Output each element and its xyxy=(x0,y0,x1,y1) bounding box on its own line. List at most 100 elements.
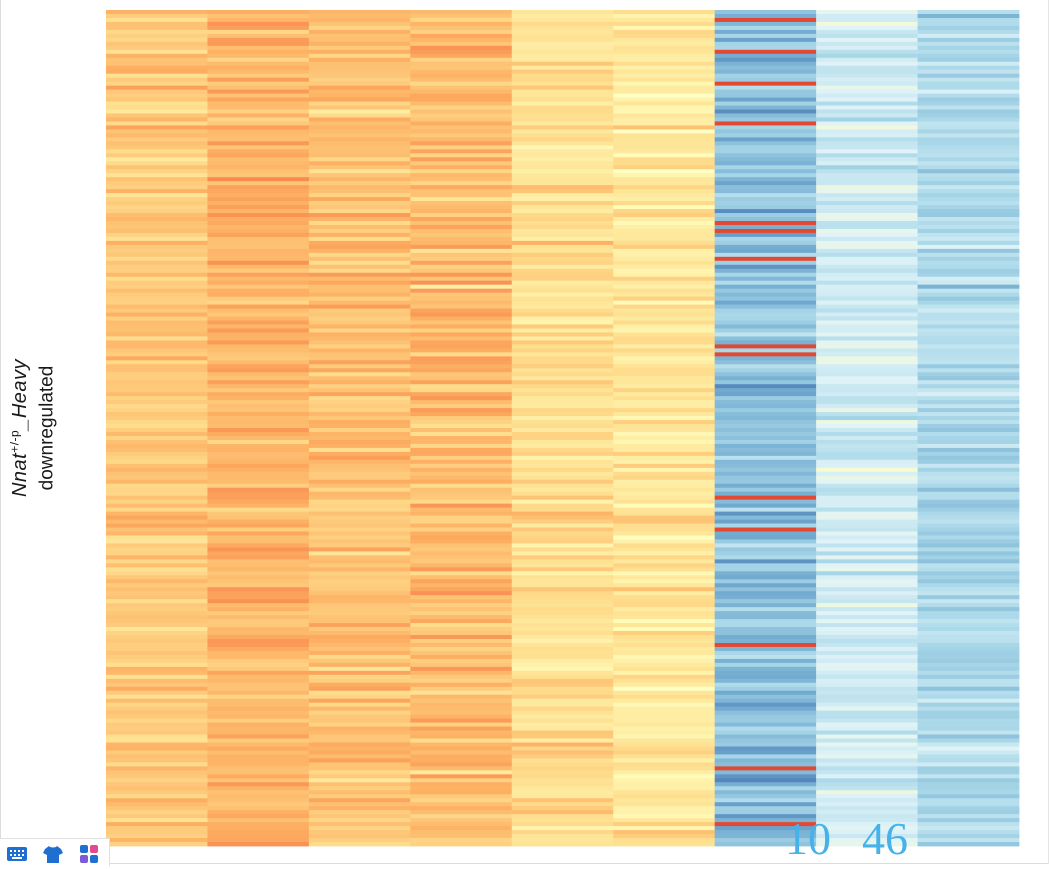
heatmap-cell xyxy=(816,623,918,628)
heatmap-cell xyxy=(511,380,614,385)
heatmap-cell xyxy=(613,193,716,198)
heatmap-cell xyxy=(816,45,918,51)
heatmap-cell xyxy=(511,85,614,91)
heatmap-cell xyxy=(410,412,513,417)
heatmap-cell xyxy=(816,29,918,35)
heatmap-cell xyxy=(511,10,614,15)
heatmap-cell xyxy=(308,567,411,572)
heatmap-cell xyxy=(816,806,918,811)
heatmap-cell xyxy=(511,607,614,612)
heatmap-cell xyxy=(917,189,1020,194)
heatmap-cell xyxy=(511,431,614,437)
apps-icon[interactable] xyxy=(78,844,100,864)
heatmap-cell xyxy=(308,260,411,266)
heatmap-cell xyxy=(816,276,918,282)
heatmap-cell xyxy=(714,260,817,266)
shirt-icon[interactable] xyxy=(42,844,64,864)
heatmap-cell xyxy=(816,515,918,520)
heatmap-cell xyxy=(207,256,310,262)
heatmap-cell xyxy=(816,113,918,118)
heatmap-cell xyxy=(917,41,1020,47)
heatmap-cell xyxy=(410,69,513,75)
heatmap-cell xyxy=(308,603,411,608)
heatmap-cell xyxy=(207,145,310,150)
heatmap-cell xyxy=(410,531,513,536)
heatmap-cell xyxy=(511,388,614,393)
heatmap-cell xyxy=(816,786,918,791)
heatmap-cell xyxy=(613,424,716,429)
heatmap-cell xyxy=(308,642,411,648)
heatmap-cell xyxy=(106,17,208,23)
heatmap-cell xyxy=(308,217,411,222)
heatmap-cell xyxy=(714,69,817,75)
heatmap-cell xyxy=(511,471,614,477)
heatmap-cell xyxy=(410,93,513,98)
heatmap-cell xyxy=(207,380,310,385)
heatmap-cell xyxy=(511,451,614,457)
heatmap-cell xyxy=(410,260,513,266)
heatmap-cell xyxy=(308,471,411,477)
keyboard-icon[interactable] xyxy=(6,844,28,864)
heatmap-cell xyxy=(816,272,918,278)
heatmap-cell xyxy=(106,627,208,632)
heatmap-cell xyxy=(714,61,817,67)
heatmap-cell xyxy=(410,439,513,445)
heatmap-cell xyxy=(917,611,1020,616)
heatmap-cell xyxy=(917,236,1020,242)
heatmap-cell xyxy=(106,268,208,274)
heatmap-cell xyxy=(714,615,817,620)
heatmap-cell xyxy=(207,21,310,27)
heatmap-cell xyxy=(308,276,411,282)
heatmap-cell xyxy=(106,463,208,469)
heatmap-cell xyxy=(207,734,310,739)
heatmap-cell xyxy=(816,284,918,290)
heatmap-cell xyxy=(917,205,1020,210)
heatmap-cell xyxy=(714,503,817,509)
heatmap-cell xyxy=(816,750,918,755)
heatmap-cell xyxy=(308,396,411,401)
heatmap-cell xyxy=(816,165,918,170)
heatmap-cell xyxy=(714,543,817,548)
heatmap-cell xyxy=(816,292,918,298)
heatmap-cell xyxy=(613,10,716,15)
heatmap-cell xyxy=(106,145,208,150)
heatmap-cell xyxy=(816,181,918,186)
heatmap-cell xyxy=(106,324,208,329)
heatmap-cell xyxy=(917,145,1020,150)
heatmap-cell xyxy=(410,73,513,79)
heatmap-cell xyxy=(207,300,310,305)
heatmap-cell xyxy=(917,388,1020,393)
heatmap-cell xyxy=(917,376,1020,381)
heatmap-cell xyxy=(511,197,614,202)
heatmap-cell xyxy=(511,539,614,544)
heatmap-cell xyxy=(816,77,918,83)
heatmap-cell xyxy=(917,686,1020,692)
heatmap-cell xyxy=(511,798,614,803)
heatmap-cell xyxy=(816,730,918,735)
heatmap-cell xyxy=(106,256,208,262)
heatmap-cell xyxy=(613,694,716,700)
heatmap-cell xyxy=(106,41,208,47)
heatmap-cell xyxy=(816,798,918,803)
heatmap-cell xyxy=(714,555,817,560)
heatmap-cell xyxy=(511,754,614,759)
heatmap-cell xyxy=(308,515,411,520)
heatmap-cell xyxy=(917,531,1020,536)
heatmap-cell xyxy=(714,758,817,763)
heatmap-cell xyxy=(106,726,208,731)
heatmap-cell xyxy=(714,627,817,632)
heatmap-cell xyxy=(917,85,1020,91)
heatmap-cell xyxy=(816,340,918,345)
heatmap-cell xyxy=(816,356,918,361)
heatmap-cell xyxy=(207,149,310,154)
heatmap-cell xyxy=(714,635,817,640)
heatmap-cell xyxy=(917,149,1020,154)
heatmap-cell xyxy=(613,396,716,401)
heatmap-cell xyxy=(816,519,918,524)
heatmap-cell xyxy=(106,161,208,166)
heatmap-cell xyxy=(714,754,817,759)
heatmap-cell xyxy=(410,726,513,731)
heatmap-cell xyxy=(917,678,1020,684)
heatmap-cell xyxy=(917,631,1020,636)
heatmap-cell xyxy=(207,268,310,274)
